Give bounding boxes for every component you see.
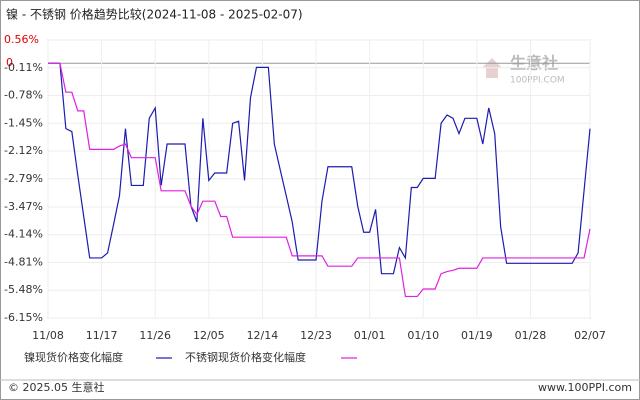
- x-tick-label: 01/10: [407, 329, 439, 342]
- y-tick-label: -4.81%: [4, 255, 43, 268]
- x-tick-label: 12/05: [193, 329, 225, 342]
- footer-right: www.100PPI.com: [538, 381, 632, 394]
- y-tick-label: 0: [6, 56, 13, 69]
- y-tick-label: -6.15%: [4, 311, 43, 324]
- y-tick-label: -2.79%: [4, 172, 43, 185]
- x-tick-label: 01/01: [354, 329, 386, 342]
- x-tick-label: 02/07: [574, 329, 606, 342]
- x-tick-label: 11/17: [86, 329, 118, 342]
- y-tick-label: -1.45%: [4, 116, 43, 129]
- x-tick-label: 12/14: [247, 329, 279, 342]
- y-tick-label: 0.56%: [4, 33, 39, 46]
- y-tick-label: -2.12%: [4, 144, 43, 157]
- y-tick-label: -4.14%: [4, 228, 43, 241]
- footer-left: © 2025.05 生意社: [8, 380, 104, 394]
- y-tick-label: -0.11%: [4, 61, 43, 74]
- legend-label: 镍现货价格变化幅度: [24, 350, 123, 364]
- legend-label: 不锈钢现货价格变化幅度: [185, 350, 306, 364]
- watermark-sub: 100PPI.COM: [510, 76, 565, 86]
- x-tick-label: 01/28: [515, 329, 547, 342]
- x-tick-label: 01/19: [461, 329, 493, 342]
- x-tick-label: 11/08: [32, 329, 64, 342]
- y-tick-label: -0.78%: [4, 89, 43, 102]
- y-tick-label: -5.48%: [4, 283, 43, 296]
- x-tick-label: 12/23: [300, 329, 332, 342]
- y-tick-label: -3.47%: [4, 200, 43, 213]
- chart-title: 镍 - 不锈钢 价格趋势比较(2024-11-08 - 2025-02-07): [6, 7, 303, 22]
- series-line: [48, 62, 591, 298]
- series-line: [48, 62, 591, 275]
- x-tick-label: 11/26: [139, 329, 171, 342]
